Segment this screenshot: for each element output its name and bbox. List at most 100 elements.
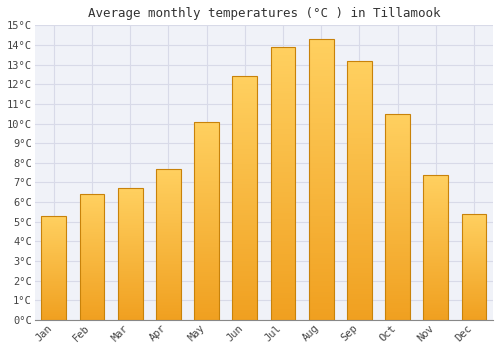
- Bar: [270, 58, 295, 61]
- Bar: [270, 66, 295, 69]
- Bar: [80, 242, 104, 243]
- Bar: [309, 59, 334, 62]
- Bar: [347, 84, 372, 86]
- Bar: [232, 101, 257, 103]
- Bar: [156, 190, 181, 191]
- Bar: [80, 231, 104, 232]
- Bar: [156, 211, 181, 212]
- Bar: [232, 303, 257, 305]
- Bar: [385, 268, 410, 271]
- Bar: [385, 213, 410, 215]
- Bar: [424, 240, 448, 241]
- Bar: [270, 235, 295, 238]
- Bar: [80, 290, 104, 291]
- Bar: [118, 259, 142, 261]
- Bar: [347, 234, 372, 237]
- Bar: [156, 262, 181, 264]
- Bar: [385, 122, 410, 124]
- Bar: [118, 223, 142, 224]
- Bar: [194, 175, 219, 177]
- Bar: [194, 171, 219, 173]
- Bar: [462, 301, 486, 302]
- Bar: [194, 282, 219, 284]
- Bar: [270, 96, 295, 99]
- Bar: [462, 319, 486, 320]
- Bar: [347, 149, 372, 152]
- Bar: [42, 226, 66, 227]
- Bar: [270, 246, 295, 249]
- Bar: [156, 305, 181, 306]
- Bar: [156, 238, 181, 240]
- Bar: [347, 299, 372, 302]
- Bar: [347, 152, 372, 154]
- Bar: [80, 288, 104, 290]
- Bar: [270, 298, 295, 301]
- Bar: [80, 213, 104, 214]
- Bar: [424, 218, 448, 220]
- Bar: [42, 316, 66, 317]
- Bar: [118, 249, 142, 250]
- Bar: [80, 282, 104, 284]
- Bar: [462, 234, 486, 235]
- Bar: [42, 261, 66, 262]
- Bar: [42, 312, 66, 313]
- Bar: [118, 245, 142, 246]
- Bar: [270, 85, 295, 88]
- Bar: [194, 126, 219, 127]
- Bar: [309, 222, 334, 224]
- Bar: [194, 219, 219, 221]
- Bar: [194, 193, 219, 195]
- Bar: [42, 297, 66, 298]
- Bar: [232, 210, 257, 213]
- Bar: [42, 238, 66, 239]
- Bar: [42, 253, 66, 254]
- Bar: [118, 276, 142, 278]
- Bar: [309, 104, 334, 106]
- Bar: [270, 211, 295, 214]
- Bar: [270, 191, 295, 194]
- Bar: [462, 304, 486, 305]
- Bar: [347, 224, 372, 226]
- Bar: [194, 217, 219, 219]
- Bar: [270, 118, 295, 121]
- Bar: [270, 309, 295, 312]
- Bar: [462, 290, 486, 291]
- Bar: [80, 313, 104, 314]
- Bar: [232, 215, 257, 218]
- Bar: [385, 248, 410, 250]
- Bar: [347, 222, 372, 224]
- Bar: [309, 78, 334, 81]
- Bar: [385, 246, 410, 248]
- Bar: [270, 61, 295, 63]
- Bar: [156, 313, 181, 314]
- Bar: [347, 136, 372, 139]
- Bar: [385, 211, 410, 213]
- Bar: [309, 317, 334, 320]
- Bar: [347, 294, 372, 296]
- Bar: [270, 276, 295, 279]
- Bar: [80, 202, 104, 203]
- Bar: [194, 306, 219, 308]
- Bar: [42, 296, 66, 297]
- Bar: [462, 237, 486, 238]
- Bar: [80, 199, 104, 201]
- Bar: [194, 268, 219, 270]
- Bar: [80, 296, 104, 297]
- Bar: [118, 190, 142, 191]
- Bar: [424, 214, 448, 215]
- Bar: [42, 302, 66, 303]
- Bar: [462, 281, 486, 282]
- Bar: [424, 314, 448, 316]
- Bar: [424, 302, 448, 304]
- Bar: [309, 202, 334, 205]
- Bar: [462, 262, 486, 264]
- Bar: [232, 315, 257, 317]
- Bar: [80, 271, 104, 272]
- Bar: [385, 229, 410, 231]
- Bar: [232, 244, 257, 247]
- Bar: [232, 300, 257, 303]
- Bar: [156, 300, 181, 302]
- Bar: [270, 287, 295, 290]
- Bar: [194, 167, 219, 169]
- Bar: [385, 167, 410, 169]
